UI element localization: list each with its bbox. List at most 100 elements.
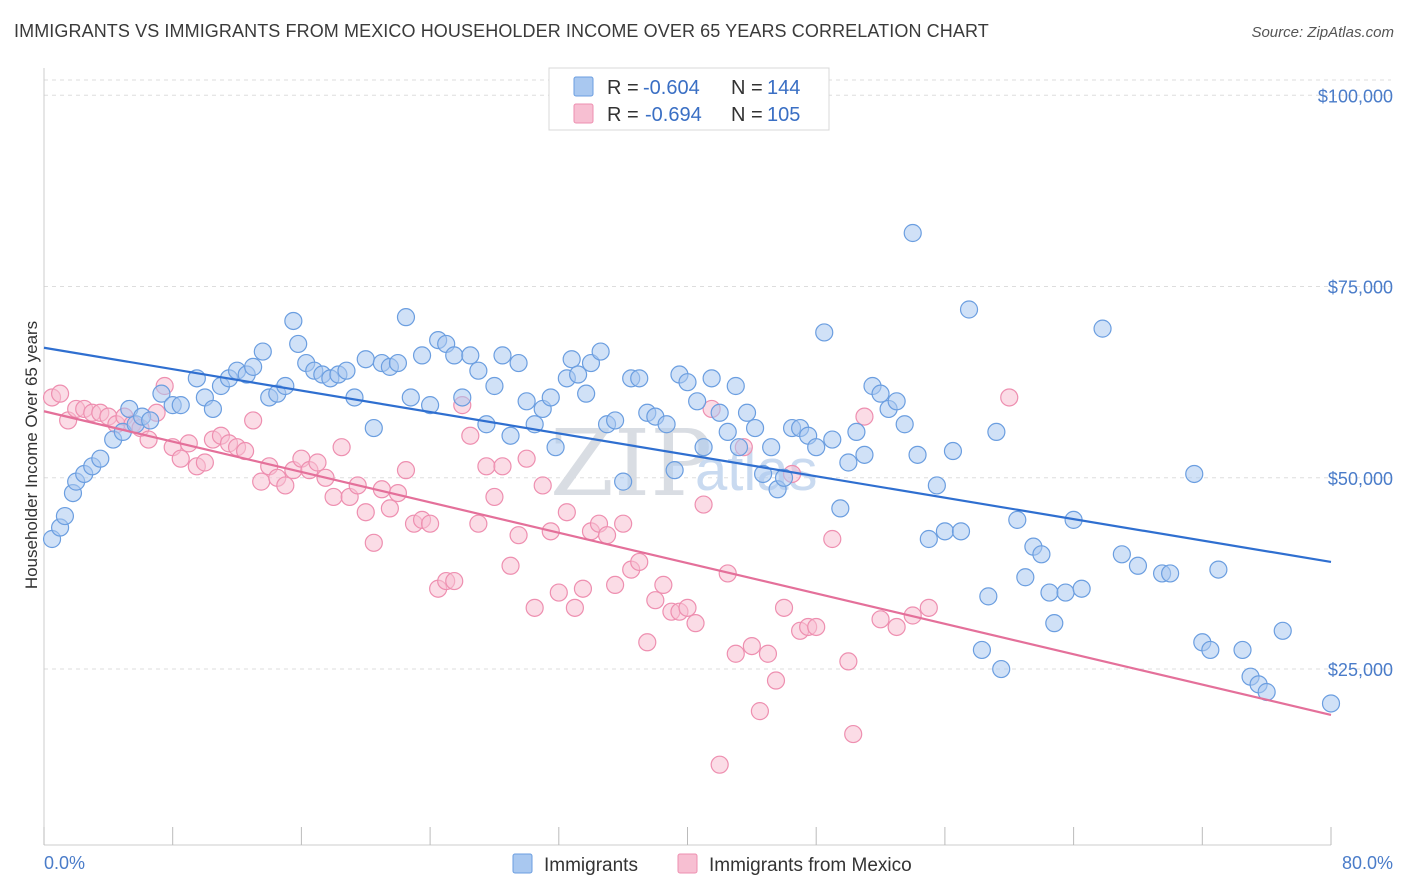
mexico-point: [171, 449, 190, 468]
immigrants-point: [887, 392, 906, 411]
mexico-point: [614, 514, 633, 533]
immigrants-point: [972, 640, 992, 660]
x-tick-label: 0.0%: [44, 853, 85, 873]
mexico-point: [485, 487, 504, 507]
immigrants-point: [421, 396, 440, 415]
immigrants-point: [388, 353, 408, 373]
mexico-point: [517, 449, 536, 468]
mexico-point: [606, 575, 625, 595]
immigrants-point: [951, 522, 971, 541]
immigrants-point: [710, 403, 729, 422]
immigrants-point: [815, 323, 834, 342]
immigrants-point: [501, 426, 520, 445]
immigrants-point: [737, 403, 757, 422]
immigrants-point: [493, 346, 512, 365]
immigrants-point: [1072, 579, 1091, 598]
mexico-point: [758, 644, 778, 663]
immigrants-point: [729, 438, 749, 457]
bottom-legend: Immigrants Immigrants from Mexico: [512, 853, 912, 876]
mexico-point: [396, 461, 416, 480]
immigrants-point: [992, 659, 1011, 679]
series-immigrants-from-mexico: [42, 376, 1019, 774]
immigrants-point: [630, 369, 649, 388]
legend-swatch-immigrants: [573, 76, 594, 97]
immigrants-point: [908, 445, 927, 464]
immigrants-point: [1161, 564, 1180, 583]
immigrants-point: [959, 300, 979, 319]
immigrants-point: [517, 392, 536, 411]
immigrants-point: [485, 376, 504, 396]
mexico-point: [549, 583, 568, 602]
mexico-point: [855, 407, 874, 426]
mexico-point: [493, 457, 512, 476]
immigrants-point: [569, 365, 588, 384]
source-label: Source: ZipAtlas.com: [1251, 24, 1394, 41]
mexico-point: [678, 598, 697, 617]
mexico-point: [469, 514, 488, 533]
mexico-point: [774, 598, 794, 617]
immigrants-point: [762, 438, 781, 457]
legend: R = -0.604 N = 144 R = -0.694 N = 105: [548, 67, 830, 131]
y-tick-label: $50,000: [1328, 469, 1393, 489]
y-tick-labels: $25,000 $50,000 $75,000 $100,000: [1318, 86, 1393, 680]
legend-n-label: N =: [731, 77, 763, 99]
immigrants-point: [412, 346, 432, 365]
mexico-point: [308, 453, 327, 472]
mexico-point: [887, 617, 906, 637]
immigrants-point: [657, 415, 676, 434]
immigrants-point: [1321, 694, 1341, 713]
immigrants-point: [401, 388, 420, 407]
mexico-point: [686, 614, 705, 633]
immigrants-point: [718, 422, 737, 441]
immigrants-point: [509, 353, 528, 373]
mexico-point: [638, 633, 657, 652]
trend-lines: [43, 346, 1332, 717]
immigrants-point: [927, 476, 946, 495]
immigrants-point: [614, 472, 633, 491]
mexico-point: [597, 526, 617, 545]
immigrants-point: [152, 384, 171, 403]
immigrants-point: [935, 522, 955, 541]
immigrants-point: [694, 438, 713, 457]
immigrants-point: [1056, 583, 1075, 602]
axes: [43, 68, 1332, 846]
mexico-point: [533, 476, 552, 495]
immigrants-point: [665, 461, 684, 480]
mexico-point: [332, 438, 351, 457]
immigrants-point: [577, 384, 596, 403]
mexico-point: [461, 426, 480, 445]
immigrants-point: [943, 441, 963, 461]
mexico-point: [477, 457, 496, 476]
legend-r-value: -0.604: [643, 77, 700, 99]
mexico-point: [1000, 388, 1019, 407]
mexico-point: [726, 644, 745, 663]
mexico-point: [750, 702, 769, 721]
bottom-legend-immigrants: Immigrants: [544, 855, 638, 876]
immigrants-point: [606, 411, 625, 430]
immigrants-point: [1032, 545, 1051, 564]
immigrants-point: [562, 350, 581, 369]
mexico-point: [356, 503, 375, 522]
immigrants-point: [461, 346, 480, 365]
immigrants-point: [1045, 614, 1064, 633]
mexico-point: [839, 652, 858, 671]
immigrants-point: [855, 445, 874, 464]
immigrants-point: [726, 376, 745, 396]
y-tick-label: $100,000: [1318, 86, 1393, 106]
immigrants-point: [1185, 464, 1204, 484]
mexico-point: [630, 552, 649, 572]
immigrants-point: [1209, 560, 1228, 579]
immigrants-point: [839, 453, 858, 472]
legend-r-label: R =: [607, 104, 639, 126]
immigrants-point: [1016, 568, 1035, 587]
mexico-point: [694, 495, 713, 514]
mexico-point: [195, 453, 214, 472]
immigrants-point: [203, 399, 223, 419]
immigrants-point: [688, 392, 707, 411]
mexico-point: [324, 487, 343, 507]
mexico-point: [244, 411, 263, 430]
legend-r-value: -0.694: [645, 104, 702, 126]
legend-n-value: 144: [767, 77, 800, 99]
immigrants-trend-line: [43, 346, 1332, 564]
